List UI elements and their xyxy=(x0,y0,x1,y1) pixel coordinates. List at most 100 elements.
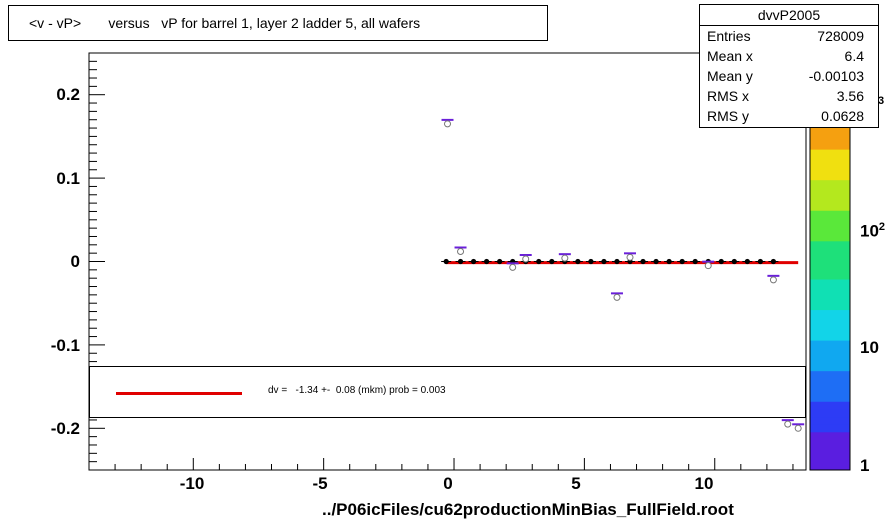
chart-title: <v - vP> versus vP for barrel 1, layer 2… xyxy=(8,5,548,41)
palette-cell xyxy=(810,454,850,463)
outlier-point xyxy=(704,262,712,270)
palette-cell xyxy=(810,332,850,341)
stats-key: Entries xyxy=(707,28,751,44)
palette-cell xyxy=(810,240,850,249)
x-tick-label: 0 xyxy=(443,474,453,493)
palette-cell xyxy=(810,370,850,379)
z-tick-label: 102 xyxy=(860,221,886,241)
palette-cell xyxy=(810,424,850,433)
x-tick-label: -5 xyxy=(312,474,328,493)
profile-point xyxy=(731,258,737,265)
fit-legend-line xyxy=(116,392,242,395)
profile-point xyxy=(497,258,503,265)
color-palette xyxy=(809,87,851,471)
profile-point xyxy=(549,258,555,265)
palette-cell xyxy=(810,187,850,196)
stats-value: -0.00103 xyxy=(808,68,864,84)
outlier-point xyxy=(561,254,569,262)
profile-point xyxy=(470,258,477,265)
palette-cell xyxy=(810,172,850,181)
stats-row: Entries 728009 xyxy=(700,26,878,46)
outlier-point xyxy=(444,120,451,128)
x-tick-label: 5 xyxy=(571,474,581,493)
palette-cell xyxy=(810,279,850,288)
palette-cell xyxy=(810,248,850,257)
stats-key: Mean x xyxy=(707,48,753,64)
palette-cell xyxy=(810,233,850,242)
palette-cell xyxy=(810,416,850,425)
palette-cell xyxy=(810,340,850,349)
palette-cell xyxy=(810,301,850,311)
palette-cell xyxy=(810,324,850,333)
stats-value: 0.0628 xyxy=(821,108,864,124)
outlier-point xyxy=(794,424,802,432)
outlier-point xyxy=(509,263,517,271)
stats-row: Mean x 6.4 xyxy=(700,46,878,66)
palette-cell xyxy=(810,271,850,280)
palette-cell xyxy=(810,194,850,204)
palette-cell xyxy=(810,202,850,211)
y-tick-label: 0 xyxy=(70,252,80,271)
stats-row: RMS y 0.0628 xyxy=(700,106,878,126)
stats-value: 728009 xyxy=(817,28,864,44)
palette-cell xyxy=(810,431,850,440)
profile-point xyxy=(666,258,672,265)
profile-point xyxy=(614,258,620,265)
palette-cell xyxy=(810,401,850,410)
profile-point xyxy=(601,258,607,265)
profile-point xyxy=(770,258,777,265)
palette-cell xyxy=(810,294,850,303)
stats-row: Mean y -0.00103 xyxy=(700,66,878,86)
z-tick-label: 3 xyxy=(878,95,885,107)
stats-key: RMS y xyxy=(707,108,749,124)
footer-filename: ../P06icFiles/cu62productionMinBias_Full… xyxy=(322,500,734,519)
palette-cell xyxy=(810,210,850,219)
outlier-point xyxy=(769,276,777,284)
palette-cell xyxy=(810,225,850,234)
outlier-point xyxy=(784,420,792,428)
z-tick-label: 1 xyxy=(860,456,870,475)
palette-cell xyxy=(810,347,850,356)
palette-cell xyxy=(810,164,850,173)
palette-cell xyxy=(810,439,850,448)
palette-cell xyxy=(810,447,850,456)
stats-box: dvvP2005 Entries 728009 Mean x 6.4 Mean … xyxy=(699,4,879,128)
y-tick-label: 0.1 xyxy=(56,169,80,188)
palette-cell xyxy=(810,385,850,395)
y-tick-label: -0.2 xyxy=(50,419,80,438)
x-tick-label: 10 xyxy=(694,474,714,493)
profile-point xyxy=(692,258,698,265)
y-tick-label: -0.1 xyxy=(50,336,80,355)
outlier-point xyxy=(613,293,621,301)
palette-cell xyxy=(810,149,850,158)
profile-point xyxy=(744,258,750,265)
profile-point xyxy=(457,258,464,265)
profile-point xyxy=(653,258,659,265)
profile-point xyxy=(679,258,685,265)
palette-cell xyxy=(810,256,850,265)
outlier-point xyxy=(626,253,634,261)
palette-cell xyxy=(810,217,850,227)
fit-legend-text: dv = -1.34 +- 0.08 (mkm) prob = 0.003 xyxy=(268,385,446,396)
y-tick-label: 0.2 xyxy=(56,85,80,104)
stats-name: dvvP2005 xyxy=(700,5,878,26)
palette-cell xyxy=(810,263,850,272)
palette-cell xyxy=(810,378,850,387)
palette-cell xyxy=(810,363,850,372)
palette-cell xyxy=(810,133,850,142)
profile-point xyxy=(640,258,646,265)
z-tick-label: 10 xyxy=(860,338,879,357)
profile-point xyxy=(757,258,763,265)
palette-cell xyxy=(810,141,850,150)
profile-point xyxy=(575,258,581,265)
stats-value: 6.4 xyxy=(844,48,864,64)
outlier-point xyxy=(457,247,465,255)
palette-cell xyxy=(810,179,850,188)
profile-point xyxy=(588,258,594,265)
stats-key: Mean y xyxy=(707,68,753,84)
palette-cell xyxy=(810,408,850,418)
palette-cell xyxy=(810,286,850,295)
palette-cell xyxy=(810,393,850,402)
palette-cell xyxy=(810,462,850,471)
stats-key: RMS x xyxy=(707,88,749,104)
